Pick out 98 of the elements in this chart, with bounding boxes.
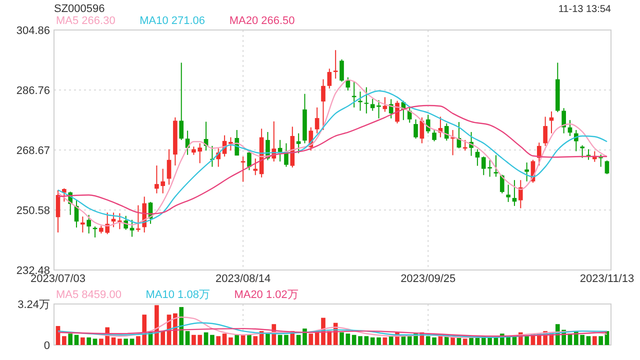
bar <box>438 336 443 345</box>
bar <box>266 334 270 345</box>
bar <box>86 337 92 345</box>
bar <box>592 336 597 345</box>
bar <box>204 332 208 345</box>
text: MA10 271.06 <box>140 15 206 27</box>
text: MA10 1.08万 <box>146 289 210 301</box>
x-tick-label: 2023/08/14 <box>216 273 271 285</box>
candlestick <box>56 190 60 233</box>
candlestick <box>179 62 184 140</box>
candlestick <box>580 144 584 158</box>
candlestick <box>388 98 394 119</box>
y-tick-label: 0 <box>44 340 50 352</box>
text: 11-13 13:54 <box>558 4 612 15</box>
bar <box>346 334 350 345</box>
candlestick <box>228 136 233 152</box>
candlestick <box>278 139 282 162</box>
text: MA5 8459.00 <box>56 289 122 301</box>
candlestick <box>407 106 412 124</box>
bar <box>450 337 455 345</box>
candlestick <box>536 142 542 166</box>
candlestick <box>327 68 332 90</box>
candlestick <box>340 58 344 82</box>
bar <box>296 334 301 345</box>
x-tick-label: 2023/07/03 <box>30 273 86 285</box>
candlestick <box>432 128 436 142</box>
bar <box>118 338 122 345</box>
candlestick <box>562 108 566 134</box>
candlestick <box>314 106 320 134</box>
candlestick <box>506 184 510 202</box>
candlestick <box>494 154 498 178</box>
bar <box>340 332 344 345</box>
bar <box>210 334 214 345</box>
chart-title: SZ000596 <box>54 3 105 15</box>
y-tick-label: 268.67 <box>16 144 50 157</box>
candlestick <box>321 78 326 131</box>
bar <box>124 338 128 345</box>
text: MA5 266.30 <box>56 15 116 27</box>
candlestick <box>518 180 523 209</box>
bar <box>234 334 240 345</box>
text: MA20 266.50 <box>229 15 295 27</box>
y-tick-label: 250.58 <box>16 204 50 217</box>
bar <box>278 334 282 345</box>
candlestick <box>598 154 603 168</box>
candlestick <box>136 204 140 232</box>
candlestick <box>524 162 529 182</box>
candlestick <box>414 118 418 140</box>
candlestick <box>284 142 288 168</box>
candlestick <box>80 216 85 233</box>
bar <box>62 336 66 345</box>
candlestick <box>462 139 468 152</box>
bar <box>80 337 85 345</box>
candlestick <box>166 148 172 186</box>
bar <box>364 336 369 345</box>
y-tick-label: 286.76 <box>16 84 50 97</box>
bar <box>388 336 394 345</box>
bar <box>130 338 134 345</box>
bar <box>228 337 233 345</box>
bar <box>352 334 356 345</box>
candlestick <box>543 116 548 146</box>
bar <box>598 336 603 345</box>
bar <box>253 336 258 345</box>
bar <box>462 338 468 345</box>
bar <box>185 331 190 345</box>
line-series <box>57 328 608 337</box>
bar <box>302 328 307 345</box>
candlestick <box>333 50 338 80</box>
x-tick-label: 2023/11/13 <box>580 273 634 285</box>
bar <box>469 337 474 345</box>
bar <box>524 336 529 345</box>
bar <box>358 336 362 345</box>
candlestick <box>247 150 252 171</box>
bar <box>74 334 79 345</box>
bar <box>222 334 227 345</box>
candlestick <box>364 86 369 114</box>
bar <box>111 337 116 345</box>
bar <box>586 336 591 345</box>
x-tick-label: 2023/09/25 <box>400 273 456 285</box>
text: MA20 1.02万 <box>234 289 298 301</box>
y-tick-label: 3.24万 <box>18 298 50 311</box>
bar <box>284 334 288 345</box>
candlestick <box>62 188 66 202</box>
bar <box>308 334 314 345</box>
bar <box>382 337 388 345</box>
bar <box>68 334 73 345</box>
candlestick <box>500 174 504 194</box>
candlestick <box>86 214 92 234</box>
line-series <box>57 322 608 338</box>
candlestick <box>444 122 449 142</box>
y-tick-label: 304.86 <box>16 24 50 37</box>
bar <box>92 338 98 345</box>
candlestick <box>586 148 591 160</box>
candlestick <box>604 160 610 175</box>
candlestick <box>118 212 122 230</box>
candlestick <box>475 148 480 166</box>
bar <box>216 336 221 345</box>
bar <box>247 334 252 345</box>
candlestick <box>253 158 258 176</box>
